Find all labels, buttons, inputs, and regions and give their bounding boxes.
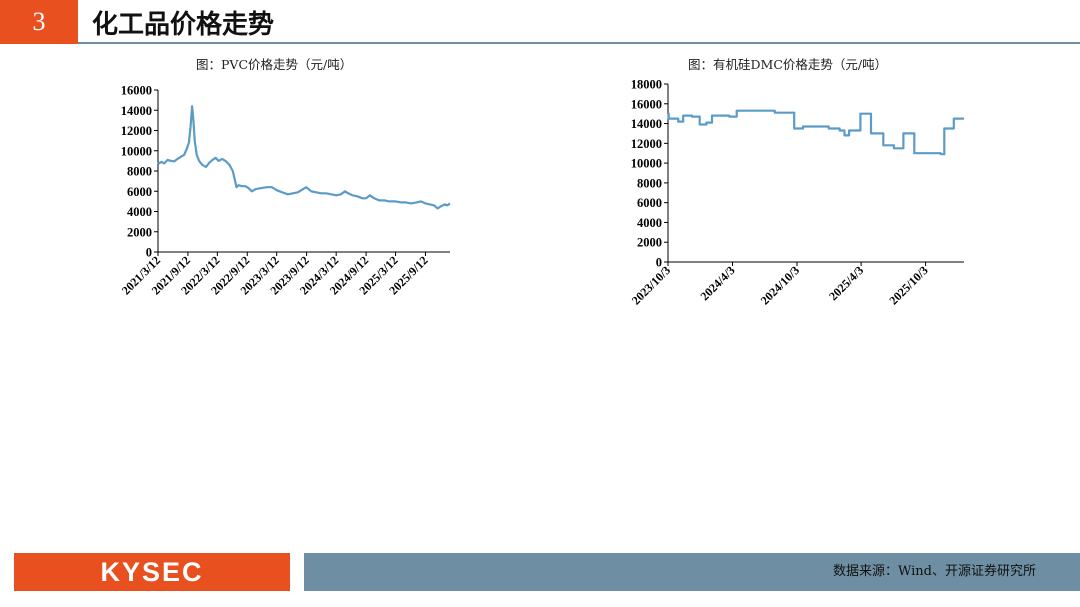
data-source-note: 数据来源：Wind、开源证券研究所	[833, 564, 1036, 579]
dmc-x-tick-label: 2025/4/3	[826, 263, 866, 303]
pvc-chart-title: 图：PVC价格走势（元/吨）	[196, 57, 353, 72]
pvc-series-line	[157, 105, 451, 210]
dmc-x-tick-label: 2024/4/3	[698, 263, 738, 303]
dmc-x-tick-label: 2025/10/3	[886, 263, 930, 307]
dmc-x-tick-label: 2024/10/3	[758, 263, 802, 307]
footer-bar: 数据来源：Wind、开源证券研究所	[304, 553, 1080, 591]
page-title: 化工品价格走势	[92, 10, 275, 40]
kysec-logo: KYSEC	[14, 553, 290, 591]
pvc-y-tick-label: 10000	[121, 144, 152, 158]
section-number: 3	[32, 7, 46, 36]
pvc-y-tick-label: 8000	[127, 165, 152, 179]
dmc-chart-title: 图：有机硅DMC价格走势（元/吨）	[688, 57, 888, 72]
pvc-y-tick-label: 6000	[127, 185, 152, 199]
pvc-y-tick-label: 4000	[127, 205, 152, 219]
pvc-y-tick-label: 16000	[121, 84, 152, 98]
dmc-y-tick-label: 2000	[637, 236, 662, 250]
dmc-x-tick-label: 2023/10/3	[629, 263, 673, 307]
dmc-y-tick-label: 12000	[631, 137, 662, 151]
pvc-y-tick-label: 12000	[121, 124, 152, 138]
kysec-logo-text: KYSEC	[100, 557, 204, 587]
dmc-y-tick-label: 8000	[637, 176, 662, 190]
section-number-box: 3	[0, 0, 78, 44]
dmc-y-tick-label: 16000	[631, 97, 662, 111]
dmc-series-line	[667, 109, 964, 156]
dmc-y-tick-label: 0	[656, 256, 662, 270]
dmc-y-tick-label: 18000	[631, 78, 662, 92]
dmc-y-tick-label: 14000	[631, 117, 662, 131]
pvc-y-tick-label: 14000	[121, 104, 152, 118]
header-divider	[78, 42, 1080, 44]
dmc-y-tick-label: 10000	[631, 157, 662, 171]
dmc-y-tick-label: 6000	[637, 196, 662, 210]
pvc-y-tick-label: 0	[146, 246, 152, 260]
dmc-y-tick-label: 4000	[637, 216, 662, 230]
pvc-y-tick-label: 2000	[127, 225, 152, 239]
